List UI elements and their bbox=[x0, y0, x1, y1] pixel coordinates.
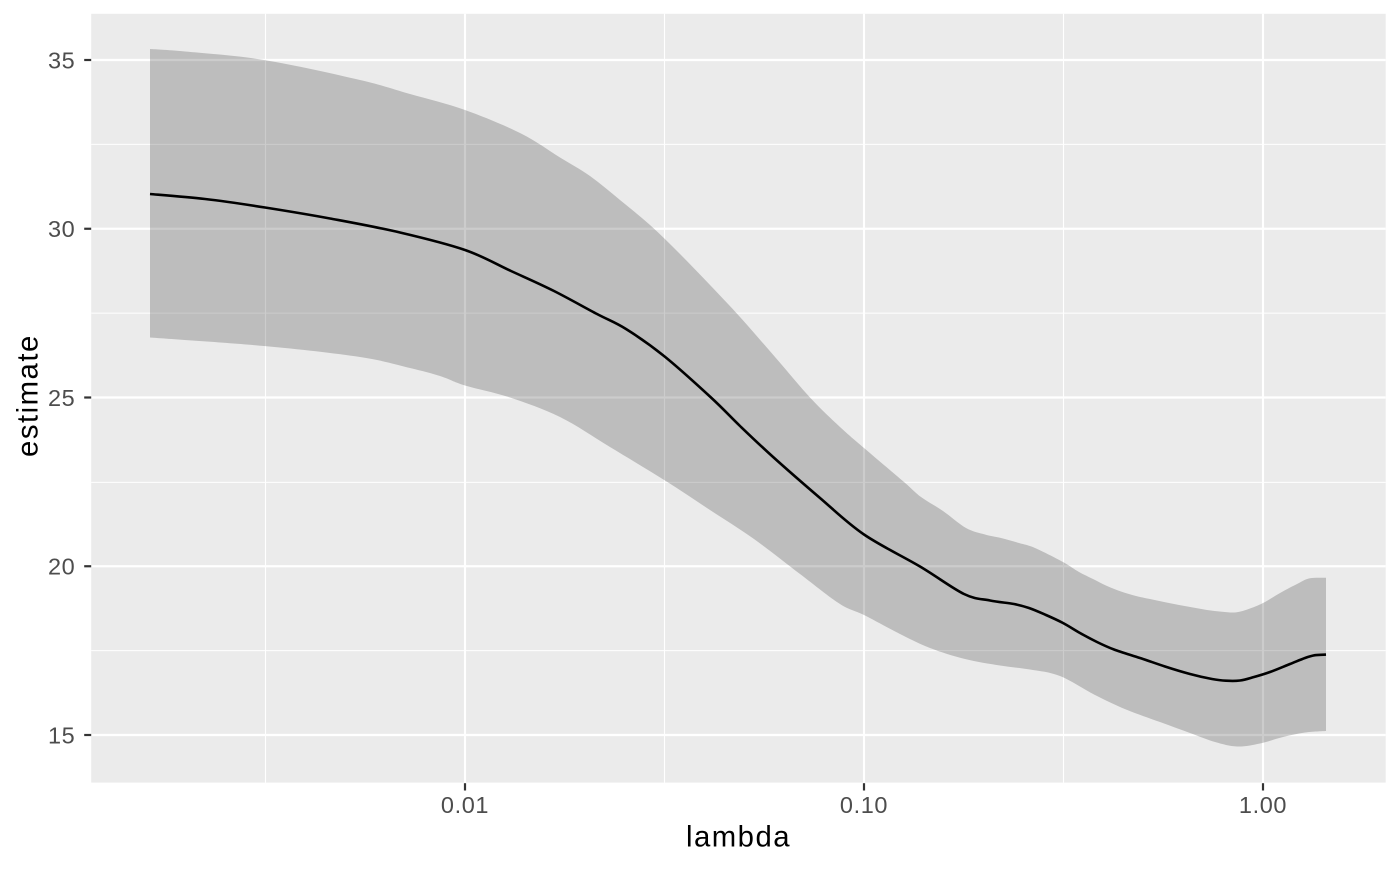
svg-text:lambda: lambda bbox=[686, 820, 791, 853]
svg-text:20: 20 bbox=[48, 554, 75, 580]
svg-text:35: 35 bbox=[48, 47, 75, 73]
svg-text:0.01: 0.01 bbox=[441, 792, 489, 818]
svg-text:1.00: 1.00 bbox=[1239, 792, 1287, 818]
svg-text:25: 25 bbox=[48, 385, 75, 411]
svg-text:0.10: 0.10 bbox=[840, 792, 888, 818]
svg-text:15: 15 bbox=[48, 722, 75, 748]
svg-text:estimate: estimate bbox=[12, 334, 45, 457]
svg-text:30: 30 bbox=[48, 216, 75, 242]
